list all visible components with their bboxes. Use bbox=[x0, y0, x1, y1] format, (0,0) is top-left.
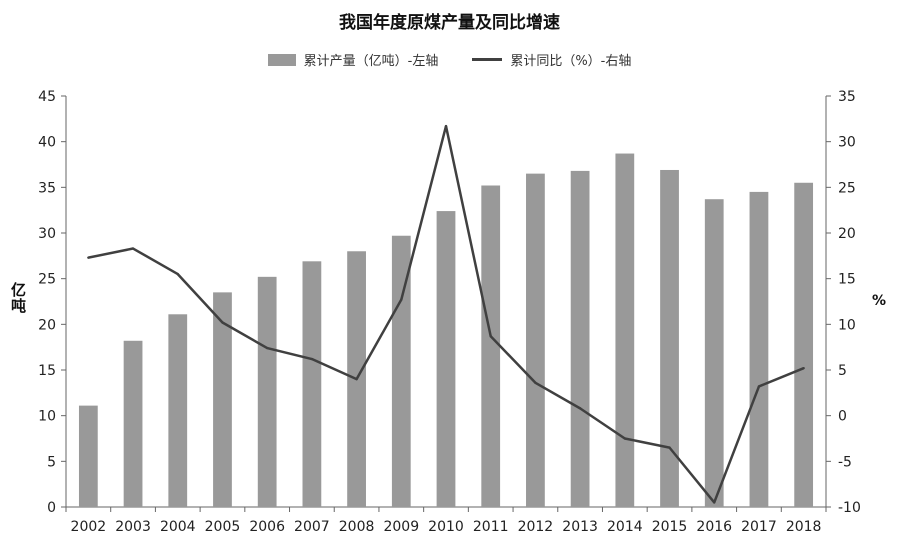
y-left-tick-label: 25 bbox=[38, 272, 56, 288]
y-right-tick-label: -5 bbox=[838, 454, 852, 470]
growth-point bbox=[176, 272, 179, 276]
y-left-tick-label: 0 bbox=[47, 500, 56, 516]
y-right-tick-label: 20 bbox=[838, 226, 856, 242]
growth-point bbox=[355, 377, 358, 381]
x-tick-label: 2007 bbox=[294, 519, 330, 535]
bar bbox=[168, 314, 188, 507]
legend-line-label: 累计同比（%）-右轴 bbox=[510, 54, 632, 69]
growth-point bbox=[623, 437, 627, 440]
bar bbox=[213, 292, 232, 507]
x-tick-label: 2015 bbox=[652, 519, 688, 535]
y-axis-left-label: 亿吨 bbox=[9, 282, 27, 314]
legend-item-line: 累计同比（%）-右轴 bbox=[472, 50, 631, 69]
growth-point bbox=[713, 501, 716, 504]
bar bbox=[749, 191, 769, 507]
y-right-tick-label: 15 bbox=[838, 272, 856, 288]
chart-title: 我国年度原煤产量及同比增速 bbox=[339, 13, 560, 33]
x-tick-label: 2010 bbox=[428, 519, 464, 535]
bar bbox=[123, 340, 143, 507]
growth-point bbox=[444, 124, 448, 128]
legend-line-swatch bbox=[472, 58, 503, 61]
x-tick-label: 2004 bbox=[160, 519, 196, 535]
growth-point bbox=[87, 256, 90, 259]
growth-point bbox=[265, 346, 269, 350]
growth-point bbox=[757, 385, 761, 388]
x-tick-label: 2011 bbox=[473, 519, 509, 535]
bar bbox=[570, 170, 590, 508]
growth-point bbox=[131, 247, 135, 250]
bar bbox=[257, 276, 277, 507]
bar bbox=[391, 235, 411, 508]
x-tick-label: 2006 bbox=[249, 519, 285, 535]
bar bbox=[660, 169, 679, 508]
legend-bar-label: 累计产量（亿吨）-左轴 bbox=[303, 54, 439, 69]
x-tick-label: 2017 bbox=[741, 519, 777, 535]
legend-bar-swatch bbox=[267, 53, 296, 66]
y-left-tick-label: 40 bbox=[38, 135, 56, 151]
growth-point bbox=[802, 366, 805, 370]
legend-item-bar: 累计产量（亿吨）-左轴 bbox=[267, 50, 439, 69]
x-tick-label: 2005 bbox=[205, 519, 241, 535]
y-left-tick-label: 20 bbox=[38, 317, 56, 333]
y-left-tick-label: 10 bbox=[38, 409, 56, 425]
bar bbox=[436, 211, 456, 507]
y-left-tick-label: 30 bbox=[38, 226, 56, 242]
y-right-tick-label: 0 bbox=[838, 409, 847, 425]
y-right-tick-label: -10 bbox=[838, 500, 861, 516]
y-left-tick-label: 5 bbox=[47, 454, 56, 470]
bar bbox=[615, 153, 635, 508]
growth-point bbox=[400, 298, 403, 301]
y-left-tick-label: 45 bbox=[38, 89, 56, 105]
bar bbox=[481, 185, 501, 508]
y-left-tick-label: 35 bbox=[38, 180, 56, 196]
y-right-tick-label: 30 bbox=[838, 135, 856, 151]
growth-point bbox=[534, 381, 537, 384]
x-tick-label: 2014 bbox=[607, 519, 643, 535]
growth-point bbox=[221, 321, 224, 324]
y-right-tick-label: 10 bbox=[838, 317, 856, 333]
legend: 累计产量（亿吨）-左轴 累计同比（%）-右轴 bbox=[0, 50, 899, 69]
x-tick-label: 2016 bbox=[696, 519, 732, 535]
bar bbox=[704, 199, 724, 507]
x-tick-label: 2009 bbox=[383, 519, 419, 535]
bar bbox=[794, 182, 814, 507]
bar bbox=[526, 173, 545, 507]
y-right-tick-label: 5 bbox=[838, 363, 847, 379]
x-tick-label: 2002 bbox=[71, 519, 107, 535]
bar bbox=[302, 261, 322, 507]
y-left-tick-label: 15 bbox=[38, 363, 56, 379]
x-tick-label: 2013 bbox=[562, 519, 598, 535]
growth-point bbox=[310, 357, 314, 361]
bar bbox=[78, 405, 98, 507]
x-tick-label: 2012 bbox=[518, 519, 554, 535]
y-right-tick-label: 25 bbox=[838, 180, 856, 196]
x-tick-label: 2003 bbox=[115, 519, 151, 535]
x-tick-label: 2008 bbox=[339, 519, 375, 535]
growth-point bbox=[668, 446, 671, 449]
y-right-tick-label: 35 bbox=[838, 89, 856, 105]
growth-point bbox=[489, 335, 492, 338]
growth-point bbox=[578, 407, 582, 410]
x-tick-label: 2018 bbox=[786, 519, 822, 535]
y-axis-right-label: % bbox=[872, 293, 887, 309]
